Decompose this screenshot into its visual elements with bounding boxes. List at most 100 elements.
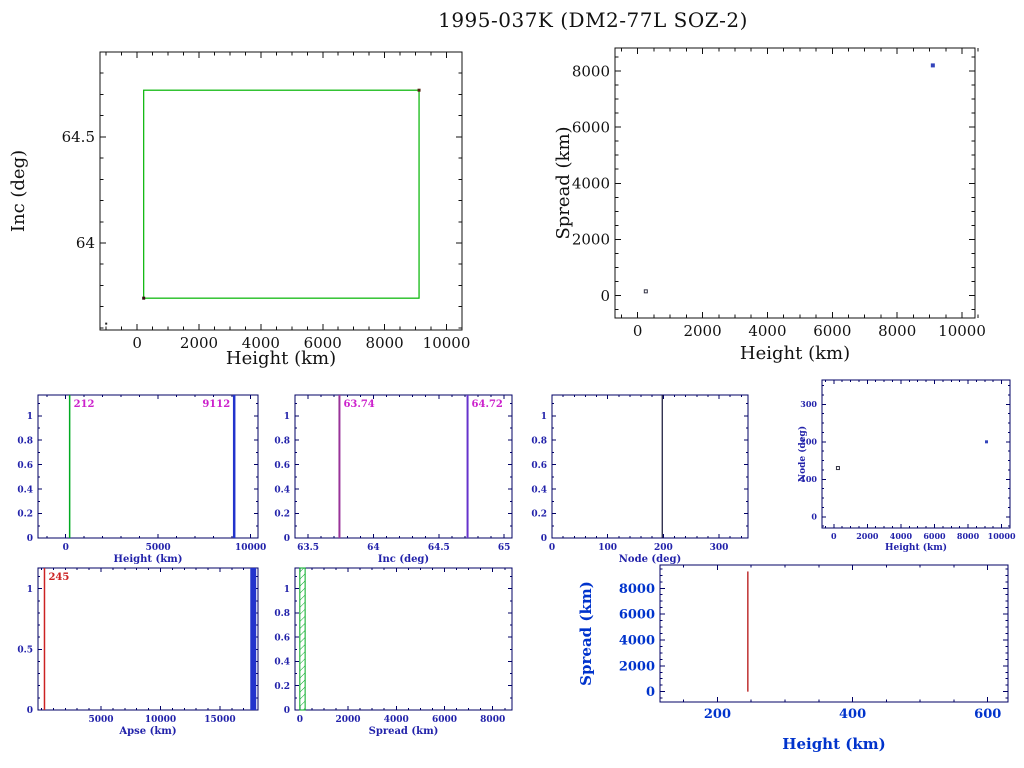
tick-label: 4000 <box>242 334 280 352</box>
tick-label: 2000 <box>856 531 879 541</box>
tick-label: 0 <box>646 685 655 700</box>
spread-vs-height-plot: 0 2000 4000 6000 8000 10000 0 2000 4000 6000 8000 H… <box>553 47 986 364</box>
axes <box>659 564 1009 703</box>
tick-label: 0 <box>549 543 555 553</box>
tick-label: 100 <box>800 474 817 484</box>
chart-node-vs-height: 0 2000 4000 6000 8000 10000 0 100 200 300 Height (… <box>790 372 1024 556</box>
tick-label: 0.6 <box>274 461 290 471</box>
x-axis-label: Height (km) <box>226 348 336 369</box>
tick-label: 0 <box>297 715 303 725</box>
tick-label: 4000 <box>890 531 913 541</box>
x-axis-label: Inc (deg) <box>378 554 429 565</box>
tick-label: 300 <box>800 399 817 409</box>
tick-label: 8000 <box>366 334 404 352</box>
y-axis-label: Spread (km) <box>577 581 595 686</box>
data-point <box>417 88 421 92</box>
tick-label: 0 <box>63 543 69 553</box>
tick-label: 1 <box>284 585 290 595</box>
data-bar <box>250 568 257 710</box>
height-hist-plot: 0 5000 10000 0 0.2 0.4 0.6 0.8 1 Height (km) 212 91… <box>17 394 266 565</box>
tick-label: 0.4 <box>274 658 290 668</box>
value-label: 63.74 <box>343 399 374 410</box>
x-axis-label: Apse (km) <box>118 726 176 737</box>
tick-label: 64 <box>367 543 380 553</box>
axes <box>551 394 749 539</box>
tick-label: 0.8 <box>274 436 290 446</box>
chart-node-hist: 0 100 200 300 0 0.2 0.4 0.6 0.8 1 Node (deg) <box>520 388 760 568</box>
node-hist-plot: 0 100 200 300 0 0.2 0.4 0.6 0.8 1 Node (deg) <box>531 394 749 565</box>
tick-label: 8000 <box>572 62 610 80</box>
axes <box>37 394 259 539</box>
tick-label: 10000 <box>938 322 986 340</box>
tick-label: 5000 <box>146 543 171 553</box>
tick-label: 6000 <box>572 118 610 136</box>
value-label: 64.72 <box>472 399 503 410</box>
tick-label: 1 <box>27 585 33 595</box>
tick-label: 6000 <box>923 531 946 541</box>
tick-label: 0 <box>633 322 643 340</box>
tick-label: 64.5 <box>62 128 95 146</box>
data-bar <box>299 567 306 711</box>
value-label: 212 <box>74 399 95 410</box>
x-axis-label: Height (km) <box>782 735 885 753</box>
tick-label: 2000 <box>180 334 218 352</box>
apse-hist-plot: 5000 10000 15000 0 0.5 1 Apse (km) 245 <box>17 567 259 737</box>
data-point <box>105 322 108 325</box>
tick-label: 10000 <box>423 334 471 352</box>
y-axis-label: Spread (km) <box>553 126 574 239</box>
tick-label: 10000 <box>988 531 1016 541</box>
tick-label: 8000 <box>878 322 916 340</box>
axes <box>294 567 513 711</box>
tick-label: 63.5 <box>297 543 319 553</box>
data-point <box>930 63 935 68</box>
axes <box>294 394 513 539</box>
y-axis-label: Node (deg) <box>797 426 808 482</box>
data-point <box>643 289 648 294</box>
y-axis-label: Inc (deg) <box>8 150 29 232</box>
tick-label: 2000 <box>336 715 361 725</box>
tick-label: 400 <box>839 707 866 722</box>
figure-title: 1995-037K (DM2-77L SOZ-2) <box>438 8 748 32</box>
tick-label: 2000 <box>683 322 721 340</box>
tick-label: 0.2 <box>17 510 33 520</box>
tick-label: 0.2 <box>274 510 290 520</box>
tick-label: 4000 <box>384 715 409 725</box>
tick-label: 0 <box>27 706 33 716</box>
axes <box>614 47 979 319</box>
chart-spread-vs-height-detail: 200 400 600 0 2000 4000 6000 8000 Height (km) Spr… <box>570 555 1024 755</box>
tick-label: 65 <box>498 543 511 553</box>
tick-label: 5000 <box>88 715 113 725</box>
tick-label: 200 <box>800 437 817 447</box>
x-axis-label: Spread (km) <box>369 726 439 737</box>
tick-label: 1 <box>284 412 290 422</box>
chart-apse-hist: 5000 10000 15000 0 0.5 1 Apse (km) 245 <box>8 560 268 740</box>
tick-label: 0.6 <box>274 633 290 643</box>
tick-label: 0 <box>831 531 837 541</box>
tick-label: 6000 <box>813 322 851 340</box>
tick-label: 15000 <box>204 715 235 725</box>
tick-label: 8000 <box>480 715 505 725</box>
node-vs-height-plot: 0 2000 4000 6000 8000 10000 0 100 200 300 Height (… <box>797 379 1016 553</box>
tick-label: 0.8 <box>17 436 33 446</box>
tick-label: 10000 <box>145 715 176 725</box>
tick-label: 0 <box>284 534 290 544</box>
value-label: 245 <box>48 572 69 583</box>
tick-label: 0.4 <box>531 485 547 495</box>
tick-label: 4000 <box>748 322 786 340</box>
axes <box>99 51 463 331</box>
inc-hist-plot: 63.5 64 64.5 65 0 0.2 0.4 0.6 0.8 1 Inc (deg) 63.74… <box>274 394 513 565</box>
chart-inc-hist: 63.5 64 64.5 65 0 0.2 0.4 0.6 0.8 1 Inc (deg) 63.74… <box>262 388 524 568</box>
chart-inc-vs-height: 0 2000 4000 6000 8000 10000 64 64.5 Height (km) I… <box>0 40 480 370</box>
tick-label: 600 <box>974 707 1001 722</box>
data-point <box>142 296 146 300</box>
x-axis-label: Height (km) <box>114 554 183 565</box>
chart-spread-vs-height: 0 2000 4000 6000 8000 10000 0 2000 4000 6000 8000 H… <box>545 35 1024 365</box>
tick-label: 6000 <box>304 334 342 352</box>
tick-label: 6000 <box>432 715 457 725</box>
tick-label: 2000 <box>619 659 655 674</box>
tick-label: 0.8 <box>274 609 290 619</box>
tick-label: 0.2 <box>531 510 547 520</box>
chart-spread-hist: 0 2000 4000 6000 8000 0 0.2 0.4 0.6 0.8 1 Spread (k… <box>262 560 524 740</box>
x-axis-label: Node (deg) <box>619 554 681 565</box>
tick-label: 1 <box>27 412 33 422</box>
